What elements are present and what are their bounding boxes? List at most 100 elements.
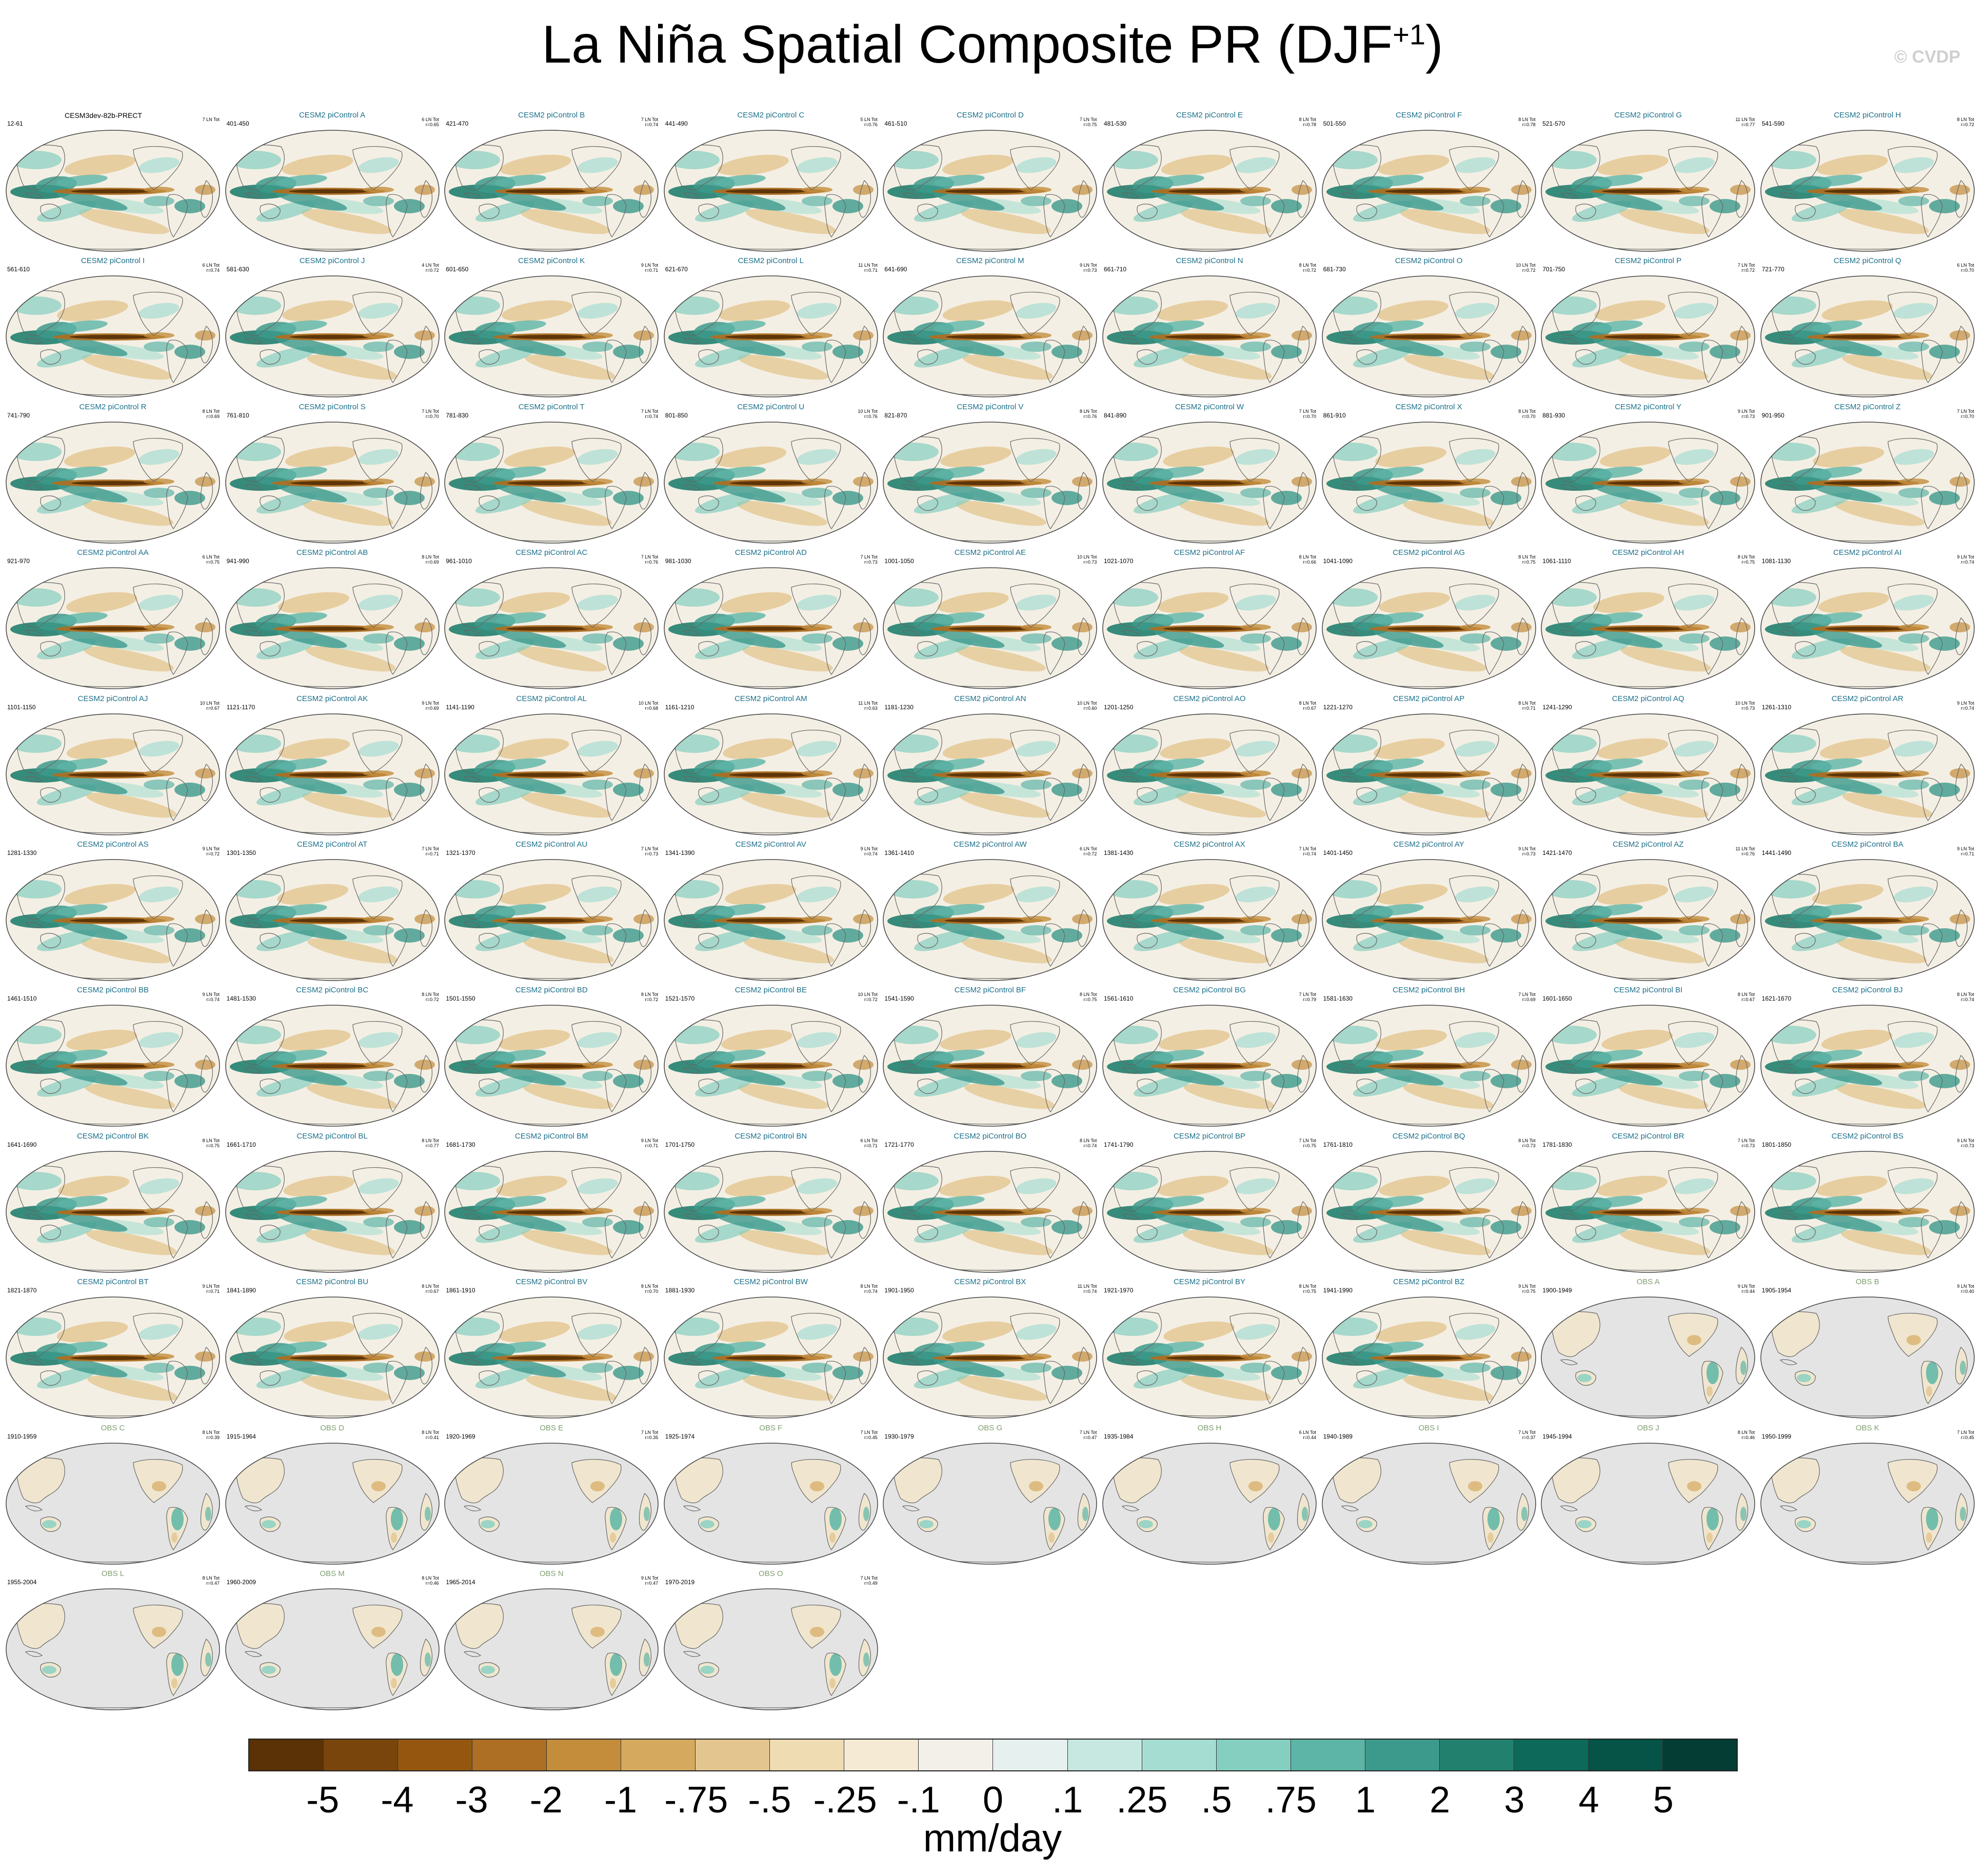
anomaly-shape xyxy=(1459,779,1491,790)
panel-stats: 7 LN Tot r=0.73 xyxy=(641,846,658,856)
panel-map xyxy=(225,275,440,398)
anomaly-shape xyxy=(1490,1074,1521,1089)
anomaly-shape xyxy=(1154,191,1224,211)
anomaly-shape xyxy=(1929,782,1960,797)
coastline xyxy=(15,1165,65,1211)
anomaly-shape xyxy=(174,1074,205,1089)
anomaly-shape xyxy=(144,1363,174,1373)
panel-title: CESM2 piControl AB xyxy=(296,548,368,557)
anomaly-shape xyxy=(934,1066,1005,1086)
panel-event-count: 8 LN Tot xyxy=(1957,117,1974,122)
coastline xyxy=(479,641,500,657)
anomaly-shape xyxy=(633,768,654,779)
anomaly-shape xyxy=(495,337,566,357)
panel-event-count: 7 LN Tot xyxy=(1737,263,1755,268)
anomaly-shape xyxy=(717,154,789,176)
map-panel: CESM2 piControl BG 1561-1610 7 LN Tot r=0.7… xyxy=(1100,986,1319,1129)
map-border xyxy=(444,130,659,252)
anomaly-shape xyxy=(934,483,1005,503)
panel-stats: 7 LN Tot r=0.79 xyxy=(1299,992,1316,1002)
anomaly-shape xyxy=(1292,622,1312,633)
panel-years: 1861-1910 xyxy=(446,1287,475,1294)
coastline xyxy=(1550,1020,1601,1066)
panel-correlation: r=0.77 xyxy=(425,1143,439,1148)
anomaly-shape xyxy=(1730,914,1751,924)
panel-map xyxy=(444,859,659,981)
anomaly-shape xyxy=(801,1062,832,1068)
anomaly-shape xyxy=(1455,1324,1496,1340)
anomaly-shape xyxy=(1240,633,1271,644)
panel-title: CESM2 piControl AY xyxy=(1393,840,1464,849)
panel-event-count: 7 LN Tot xyxy=(1299,408,1316,414)
anomaly-shape xyxy=(1949,914,1970,924)
anomaly-shape xyxy=(10,588,62,607)
panel-years: 1935-1984 xyxy=(1104,1432,1134,1440)
panel-map xyxy=(883,1005,1098,1127)
panel-title: CESM2 piControl BW xyxy=(733,1278,808,1287)
map-border xyxy=(1541,1442,1755,1565)
coastline xyxy=(25,1213,43,1220)
map-border xyxy=(664,859,878,981)
panel-correlation: r=0.67 xyxy=(1741,997,1755,1003)
anomaly-shape xyxy=(256,784,316,806)
anomaly-shape xyxy=(717,1321,788,1343)
map-border xyxy=(444,1005,659,1127)
coastline xyxy=(1560,775,1578,782)
panel-event-count: 7 LN Tot xyxy=(1299,846,1316,851)
panel-map xyxy=(1321,567,1536,689)
coastline xyxy=(420,1492,432,1530)
anomaly-shape xyxy=(945,1210,1027,1214)
coastline xyxy=(858,763,871,801)
anomaly-shape xyxy=(1620,1230,1711,1255)
anomaly-shape xyxy=(1021,925,1052,935)
panel-event-count: 8 LN Tot xyxy=(641,1284,659,1289)
anomaly-shape xyxy=(1606,481,1689,485)
panel-correlation: r=0.76 xyxy=(645,560,659,565)
anomaly-shape xyxy=(714,174,766,187)
anomaly-shape xyxy=(714,466,766,478)
anomaly-shape xyxy=(1821,301,1893,322)
anomaly-shape xyxy=(1235,303,1276,319)
anomaly-shape xyxy=(1166,772,1248,777)
panel-map xyxy=(6,1588,220,1710)
coastline xyxy=(420,617,432,655)
anomaly-shape xyxy=(1240,1071,1271,1082)
coastline xyxy=(1341,922,1359,928)
anomaly-shape xyxy=(582,779,613,790)
panel-map xyxy=(1321,1151,1536,1273)
map-border xyxy=(1541,275,1755,398)
map-panel: CESM2 piControl Z 901-950 7 LN Tot r=0.70 xyxy=(1758,403,1977,546)
panel-event-count: 7 LN Tot xyxy=(422,408,439,414)
coastline xyxy=(902,1067,920,1074)
anomaly-shape xyxy=(1511,330,1532,341)
panel-years: 941-990 xyxy=(226,557,249,565)
anomaly-shape xyxy=(1153,1050,1204,1062)
coastline xyxy=(1331,1020,1381,1066)
panel-map xyxy=(1102,567,1317,689)
colorbar-tick-label: 4 xyxy=(1578,1780,1599,1821)
land-area xyxy=(1331,1458,1381,1503)
anomaly-shape xyxy=(956,646,1046,672)
map-panel: CESM2 piControl AO 1201-1250 8 LN Tot r=0.6… xyxy=(1100,694,1319,838)
anomaly-shape xyxy=(1154,1066,1224,1086)
anomaly-shape xyxy=(1021,342,1052,352)
anomaly-shape xyxy=(1292,330,1312,341)
map-panel: CESM2 piControl BH 1581-1630 7 LN Tot r=0.6… xyxy=(1319,986,1539,1129)
anomaly-shape xyxy=(610,1653,623,1676)
anomaly-shape xyxy=(290,481,372,485)
anomaly-shape xyxy=(1372,904,1424,916)
anomaly-shape xyxy=(582,1207,613,1214)
anomaly-shape xyxy=(801,770,832,776)
coastline xyxy=(260,641,281,657)
panel-map xyxy=(1760,275,1975,398)
panel-title: CESM2 piControl AC xyxy=(515,548,588,557)
coastline xyxy=(858,326,871,364)
anomaly-shape xyxy=(1490,928,1521,943)
anomaly-shape xyxy=(832,199,863,213)
colorbar xyxy=(248,1739,1738,1771)
coastline xyxy=(1043,631,1066,675)
coastline xyxy=(1137,787,1158,803)
map-panel: CESM2 piControl W 841-890 7 LN Tot r=0.70 xyxy=(1100,403,1319,546)
panel-stats: 8 LN Tot r=0.75 xyxy=(1518,554,1535,565)
